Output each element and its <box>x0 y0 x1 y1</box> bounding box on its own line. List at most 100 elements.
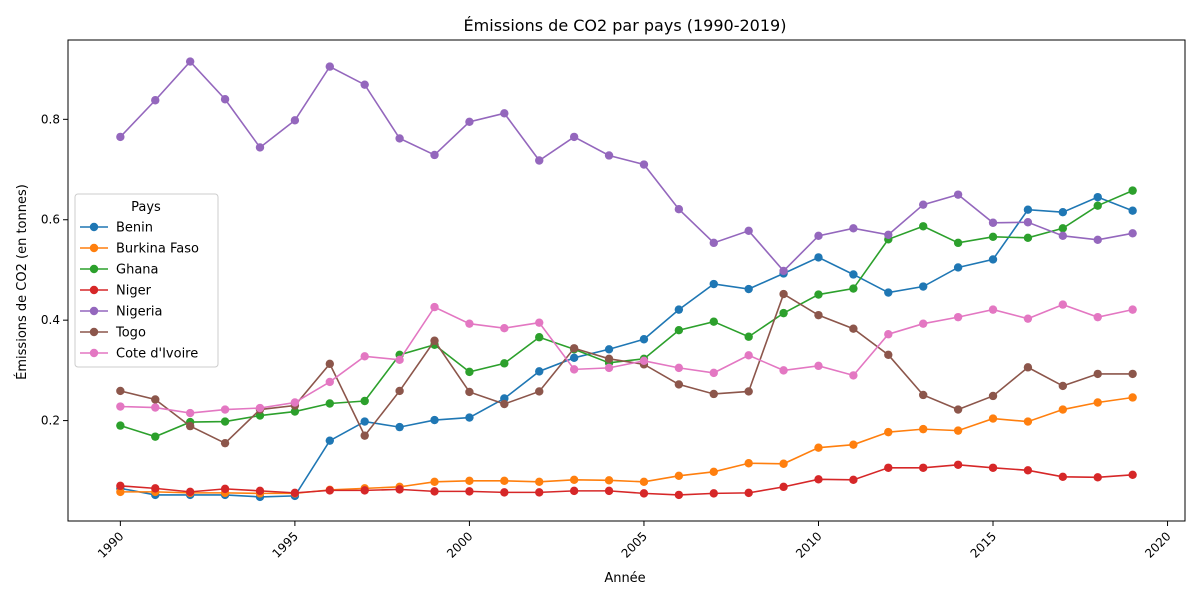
data-point <box>1058 381 1068 391</box>
data-point <box>953 460 963 469</box>
legend-item: Ghana <box>80 263 159 278</box>
data-point <box>465 367 474 377</box>
data-point <box>919 424 928 434</box>
data-point <box>709 279 718 289</box>
data-point <box>395 485 404 494</box>
series-line <box>119 60 1133 273</box>
legend-item: Benin <box>80 221 153 236</box>
legend-label: Niger <box>116 284 152 299</box>
data-point <box>953 190 963 199</box>
legend-label: Cote d'Ivoire <box>116 347 198 362</box>
data-point <box>1128 229 1137 238</box>
data-point <box>709 489 718 498</box>
data-point <box>360 431 369 440</box>
data-point <box>465 476 474 486</box>
data-point <box>919 390 928 400</box>
data-point <box>849 440 858 449</box>
data-point <box>500 476 509 486</box>
data-point <box>709 467 718 476</box>
data-point <box>1023 314 1033 323</box>
data-point <box>151 432 160 441</box>
data-point <box>116 132 125 142</box>
data-point <box>779 459 788 468</box>
data-point <box>779 482 788 492</box>
data-point <box>116 402 125 411</box>
data-point <box>220 405 230 414</box>
series-line <box>120 303 1133 414</box>
series-cote-d-ivoire <box>116 300 1137 418</box>
data-point <box>814 361 823 371</box>
data-point <box>500 399 509 409</box>
data-point <box>1023 218 1033 227</box>
data-point <box>1093 473 1102 482</box>
data-point <box>919 200 928 209</box>
data-point <box>919 463 928 472</box>
data-point <box>744 284 753 294</box>
data-point <box>1058 405 1068 414</box>
data-point <box>1058 224 1068 233</box>
legend-box <box>74 193 219 368</box>
data-point <box>360 417 369 426</box>
data-point <box>430 477 439 487</box>
data-point <box>849 475 858 485</box>
legend-label: Benin <box>116 221 153 236</box>
data-point <box>465 487 474 496</box>
data-point <box>779 289 788 299</box>
x-tick-label: 1995 <box>270 529 301 560</box>
data-point <box>569 486 579 496</box>
data-point <box>1058 300 1068 309</box>
data-point <box>185 408 195 418</box>
data-point <box>290 398 300 407</box>
series-line <box>120 396 1133 495</box>
data-point <box>465 413 474 422</box>
data-point <box>535 367 544 376</box>
data-point <box>395 355 404 365</box>
data-point <box>1023 466 1033 475</box>
legend-item: Togo <box>80 326 146 341</box>
data-point <box>325 486 334 495</box>
data-point <box>709 317 718 326</box>
x-tick-label: 1990 <box>95 529 126 560</box>
y-axis: 0.2 0.4 0.6 0.8 <box>41 112 68 428</box>
series-line <box>120 463 1133 496</box>
series-line <box>120 196 1133 498</box>
legend-marker <box>89 222 99 232</box>
data-point <box>849 371 858 380</box>
data-point <box>779 366 788 375</box>
data-point <box>569 365 579 374</box>
data-point <box>1093 312 1102 322</box>
data-point <box>1128 305 1137 314</box>
data-point <box>325 436 334 445</box>
data-point <box>919 222 928 231</box>
data-point <box>988 232 998 242</box>
data-point <box>360 80 369 89</box>
x-tick-label: 2010 <box>793 529 824 560</box>
data-point <box>1093 192 1102 202</box>
data-point <box>500 359 509 368</box>
data-point <box>744 488 753 498</box>
data-point <box>779 308 788 318</box>
data-point <box>116 386 125 396</box>
data-point <box>988 391 998 401</box>
data-point <box>535 318 544 327</box>
data-point <box>674 326 684 335</box>
legend-marker <box>89 243 99 253</box>
data-point <box>709 238 718 248</box>
data-point <box>814 475 823 484</box>
data-point <box>1128 369 1137 379</box>
data-point <box>569 353 579 363</box>
legend-marker <box>89 264 99 274</box>
plot-area <box>116 57 1137 502</box>
data-point <box>116 421 125 430</box>
data-point <box>674 363 684 373</box>
series-line <box>120 189 1133 438</box>
data-point <box>151 395 160 404</box>
data-point <box>395 134 404 143</box>
data-point <box>674 471 684 481</box>
legend-marker <box>89 285 99 295</box>
series-ghana <box>116 186 1137 441</box>
data-point <box>849 224 858 233</box>
y-axis-label: Émissions de CO2 (en tonnes) <box>14 184 30 380</box>
data-point <box>290 488 300 498</box>
